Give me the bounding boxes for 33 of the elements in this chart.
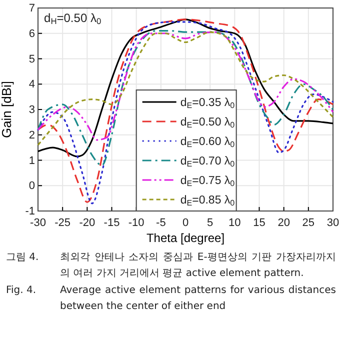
y-tick-label: 4 [28,78,35,91]
annotation: d$_{H}$=0.50 λ$_{0}$ [44,11,102,26]
legend-label: d$_{E}$=0.70 λ$_{0}$ [180,156,236,168]
x-tick-label: 5 [207,217,214,230]
x-tick-label: 15 [253,217,266,230]
x-axis-title: Theta [degree] [146,231,225,245]
y-tick-label: 6 [28,28,35,40]
x-tick-label: -10 [128,217,144,230]
x-tick-label: 30 [326,217,340,230]
y-tick-label: 1 [28,154,35,167]
x-tick-label: -5 [156,217,166,230]
y-axis-title: Gain [dBi] [0,80,14,138]
x-tick-label: -20 [79,217,96,230]
x-tick-label: 10 [228,217,241,230]
x-tick-label: -30 [30,217,46,230]
text: Fig. 4. Average active element patterns for various distances between the center of either end [6,285,336,312]
legend-label: d$_{E}$=0.50 λ$_{0}$ [180,116,236,130]
y-tick-label: 5 [28,53,35,66]
legend-label: d$_{E}$=0.60 λ$_{0}$ [180,136,236,149]
legend-label: d$_{E}$=0.35 λ$_{0}$ [180,97,236,110]
x-tick-label: -15 [104,217,120,230]
legend-label: d$_{E}$=0.75 λ$_{0}$ [180,175,236,188]
text: 그림 4. 최외각 안테나 소자의 중심과 E-평면상의 기판 가장자리까지의 여러 가지 거리에서 평균 active element pattern. [6,252,336,279]
y-tick-label: 3 [28,104,35,116]
y-tick-label: -1 [25,206,35,218]
x-tick-label: -25 [54,217,71,230]
y-tick-label: 7 [28,2,35,15]
x-tick-label: 0 [182,217,189,230]
y-tick-label: 0 [28,180,35,192]
legend-label: d$_{E}$=0.85 λ$_{0}$ [180,194,236,208]
x-tick-label: 25 [302,217,315,230]
x-tick-label: 20 [278,217,290,230]
y-tick-label: 2 [28,129,35,142]
